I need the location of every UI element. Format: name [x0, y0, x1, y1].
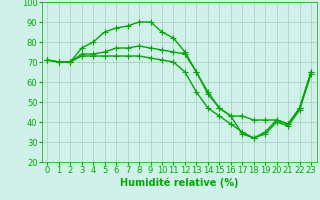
X-axis label: Humidité relative (%): Humidité relative (%): [120, 178, 238, 188]
